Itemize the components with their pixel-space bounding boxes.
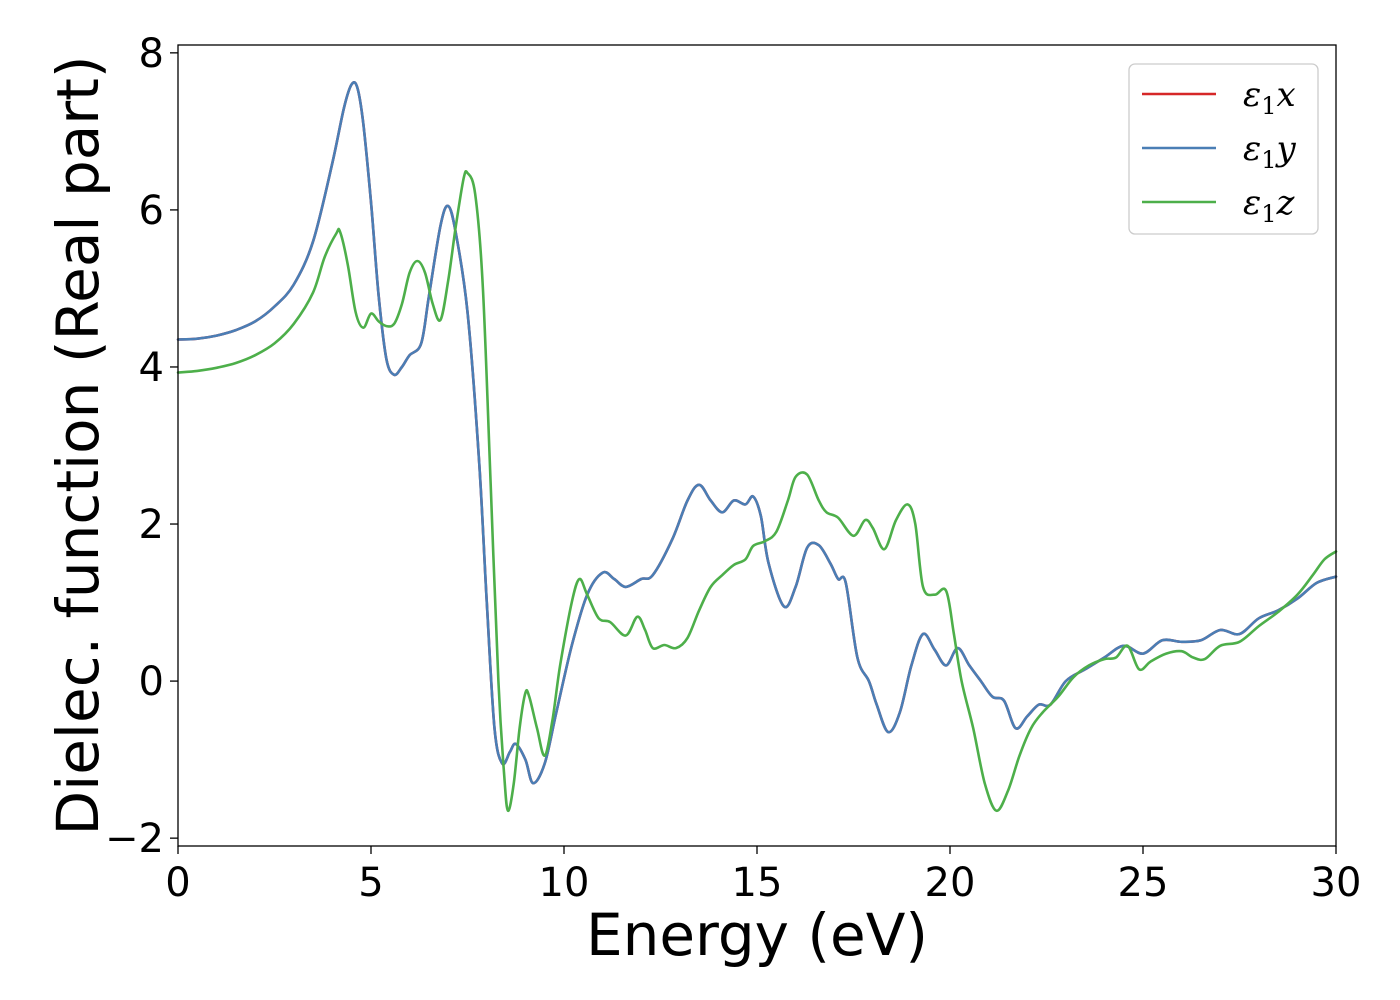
x-tick-label: 15 [732, 860, 783, 906]
y-tick-label: 0 [139, 659, 164, 705]
legend-items: ε1x ε1y ε1z [1142, 75, 1297, 228]
x-axis-ticks: 0 5 10 15 20 25 30 [165, 846, 1361, 906]
y-axis-ticks: −2 0 2 4 6 8 [105, 31, 178, 862]
plot-frame [177, 44, 1337, 847]
y-tick-label: 8 [139, 31, 164, 77]
x-tick-label: 25 [1118, 860, 1169, 906]
x-axis-label: Energy (eV) [586, 901, 928, 969]
legend-label-x: ε1x [1243, 75, 1296, 120]
legend-box [1128, 63, 1319, 235]
legend-label-z: ε1z [1243, 183, 1296, 228]
legend-label-y: ε1y [1243, 129, 1297, 174]
legend: ε1x ε1y ε1z [1128, 63, 1319, 235]
series-line-z [176, 169, 1338, 813]
y-tick-label: −2 [105, 816, 164, 862]
x-tick-label: 30 [1311, 860, 1362, 906]
x-tick-label: 5 [358, 860, 383, 906]
y-tick-label: 2 [139, 502, 164, 548]
y-tick-label: 6 [139, 188, 164, 234]
series-lines [176, 81, 1338, 813]
series-line-y [176, 81, 1338, 785]
y-tick-label: 4 [139, 345, 164, 391]
x-tick-label: 10 [539, 860, 590, 906]
y-axis-label: Dielec. function (Real part) [44, 55, 112, 835]
x-tick-label: 0 [165, 860, 190, 906]
x-tick-label: 20 [925, 860, 976, 906]
